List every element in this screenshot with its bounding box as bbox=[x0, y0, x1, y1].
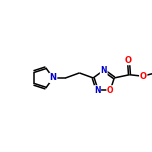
Text: N: N bbox=[94, 86, 100, 95]
Text: N: N bbox=[50, 73, 57, 82]
Text: O: O bbox=[107, 86, 114, 95]
Text: O: O bbox=[140, 72, 147, 81]
Text: O: O bbox=[125, 56, 132, 65]
Text: N: N bbox=[100, 66, 107, 75]
